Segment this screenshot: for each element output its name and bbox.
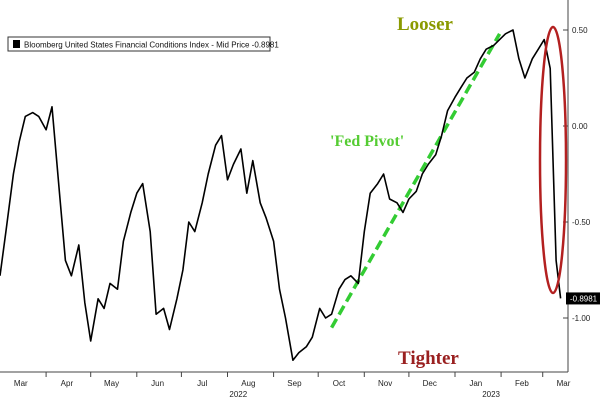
fci-series-line	[0, 29, 562, 362]
y-tick-label: 0.50	[572, 26, 588, 35]
year-label: 2022	[229, 390, 247, 399]
x-tick-label: Oct	[333, 379, 346, 388]
x-tick-label: Mar	[14, 379, 28, 388]
x-tick-label: May	[104, 379, 119, 388]
x-tick-label: Sep	[287, 379, 302, 388]
y-tick-label: 0.00	[572, 122, 588, 131]
legend-label: Bloomberg United States Financial Condit…	[24, 41, 279, 50]
annotation-fed-pivot: 'Fed Pivot'	[330, 133, 404, 150]
y-tick-label: -1.00	[572, 314, 591, 323]
x-tick-label: Aug	[241, 379, 255, 388]
last-value-label: -0.8981	[570, 294, 598, 303]
last-value-tag	[566, 292, 600, 305]
x-tick-label: Jul	[197, 379, 207, 388]
x-tick-label: Jun	[151, 379, 164, 388]
legend-swatch	[13, 40, 20, 48]
x-tick-label: Dec	[423, 379, 437, 388]
x-tick-label: Apr	[61, 379, 74, 388]
y-tick-label: -0.50	[572, 218, 591, 227]
x-tick-label: Mar	[557, 379, 571, 388]
legend-box	[7, 36, 271, 52]
annotation-looser: Looser	[397, 14, 454, 35]
highlight-ellipse	[538, 25, 568, 295]
pivot-trend-line	[330, 32, 502, 329]
x-tick-label: Jan	[469, 379, 482, 388]
x-tick-label: Feb	[515, 379, 529, 388]
year-label: 2023	[482, 390, 500, 399]
annotation-tighter: Tighter	[398, 348, 459, 369]
x-tick-label: Nov	[378, 379, 392, 388]
